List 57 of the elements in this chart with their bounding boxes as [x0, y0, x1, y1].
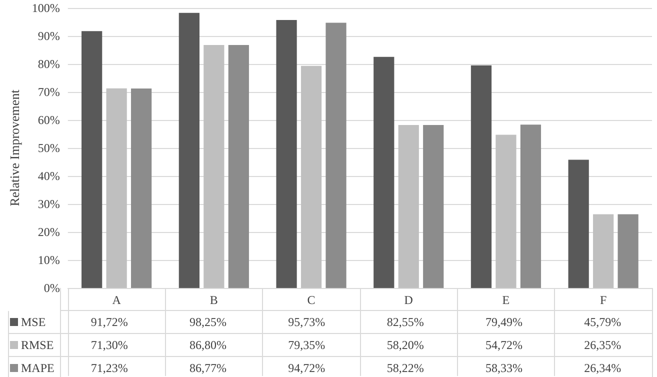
data-label: 45,79% — [583, 314, 622, 331]
data-label: 54,72% — [484, 337, 524, 354]
data-label: 86,80% — [188, 337, 228, 354]
legend-label: MSE — [21, 315, 46, 329]
data-label: 71,23% — [90, 360, 129, 377]
y-tick-label: 80% — [38, 57, 60, 71]
y-tick-label: 90% — [38, 29, 60, 43]
data-label: 82,55% — [386, 314, 425, 331]
bar — [131, 88, 152, 288]
data-label: 79,35% — [287, 337, 326, 354]
bar — [300, 66, 322, 288]
bar — [82, 31, 102, 288]
data-label: 79,49% — [484, 314, 524, 331]
bar — [470, 65, 492, 288]
bar — [228, 45, 249, 288]
x-tick-label: E — [502, 293, 510, 307]
bar — [204, 44, 224, 288]
bar — [178, 12, 200, 288]
bar — [423, 124, 444, 288]
y-tick-label: 20% — [38, 225, 60, 239]
y-axis-title: Relative Improvement — [7, 89, 22, 206]
bar — [276, 20, 297, 288]
bar — [568, 160, 589, 288]
data-label: 86,77% — [188, 360, 228, 377]
data-label: 26,35% — [583, 337, 622, 354]
bar — [496, 134, 516, 288]
legend-label: RMSE — [21, 338, 54, 352]
x-tick-label: D — [404, 293, 414, 307]
data-label: 95,73% — [287, 314, 326, 331]
y-tick-label: 100% — [32, 1, 60, 15]
data-label: 71,30% — [90, 337, 129, 354]
x-tick-label: C — [307, 293, 316, 307]
y-tick-label: 10% — [38, 253, 60, 267]
data-label: 91,72% — [90, 314, 129, 331]
y-tick-label: 70% — [38, 85, 60, 99]
bar — [398, 125, 419, 288]
bar — [520, 124, 542, 288]
legend-label: MAPE — [21, 361, 54, 375]
bar — [106, 88, 127, 288]
bar — [593, 214, 614, 288]
data-label: 26,34% — [583, 360, 622, 377]
x-tick-label: A — [112, 293, 122, 307]
data-label: 94,72% — [287, 360, 326, 377]
data-label: 58,22% — [386, 360, 425, 377]
x-tick-label: F — [600, 293, 607, 307]
y-tick-label: 0% — [44, 281, 60, 295]
bar — [618, 214, 638, 288]
y-tick-label: 60% — [38, 113, 60, 127]
bar — [326, 22, 346, 288]
y-tick-label: 50% — [38, 141, 60, 155]
data-label: 58,33% — [484, 360, 524, 377]
y-tick-label: 40% — [38, 169, 60, 183]
bar — [374, 56, 394, 288]
data-label: 58,20% — [386, 337, 425, 354]
data-label: 98,25% — [188, 314, 228, 331]
y-tick-label: 30% — [38, 197, 60, 211]
x-tick-label: B — [210, 293, 218, 307]
